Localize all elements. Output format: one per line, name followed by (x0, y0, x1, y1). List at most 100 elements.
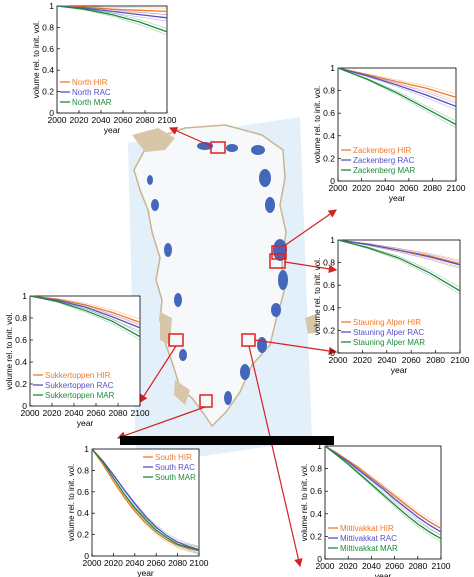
chart-mittivakkat: 2000 2020 2040 2060 2080 2100 0 0.2 0.4 0.6 0.8 1 ye… (300, 441, 451, 577)
chart-sukkertoppen: 2000 2020 2040 2060 2080 2100 0 0.2 0.4 0.6 0.8 1 ye… (5, 291, 150, 428)
legend-label: North HIR (72, 78, 108, 87)
x-tick-label: 2060 (147, 558, 166, 568)
y-tick-label: 0.8 (42, 22, 54, 32)
y-tick-label: 0.8 (310, 464, 322, 474)
x-tick-label: 2080 (109, 408, 128, 418)
x-tick-label: 2100 (131, 408, 150, 418)
series-line-rac (91, 448, 200, 551)
x-tick-label: 2080 (136, 115, 155, 125)
y-tick-label: 0 (330, 348, 335, 358)
x-tick-label: 2020 (43, 408, 62, 418)
plot-area (324, 445, 442, 560)
x-tick-label: 2040 (376, 183, 395, 193)
x-tick-label: 2100 (447, 183, 466, 193)
y-tick-label: 0.2 (15, 379, 27, 389)
legend-label: Stauning Alper HIR (353, 318, 421, 327)
x-tick-label: 2020 (70, 115, 89, 125)
x-tick-label: 2100 (432, 561, 451, 571)
legend-label: Stauning Alper MAR (353, 338, 425, 347)
mittivakkat-side-arrow (254, 339, 338, 356)
chart-north: 2000 2020 2040 2060 2080 2100 0 0.2 0.4 0.6 0.8 1 ye… (32, 1, 177, 135)
south-region-box (199, 394, 213, 408)
legend-label: Mittivakkat HIR (340, 524, 394, 533)
x-tick-label: 2040 (125, 558, 144, 568)
x-tick-label: 2060 (402, 355, 421, 365)
y-tick-label: 0.6 (310, 486, 322, 496)
legend-label: South RAC (155, 463, 195, 472)
y-tick-label: 0 (49, 108, 54, 118)
sukkertoppen-arrow (139, 345, 177, 404)
legend-label: South MAR (155, 473, 196, 482)
y-tick-label: 0.4 (310, 509, 322, 519)
legend-label: North MAR (72, 98, 112, 107)
y-axis-label: volume rel. to init. vol. (300, 464, 309, 541)
chart-zackenberg: 2000 2020 2040 2060 2080 2100 0 0.2 0.4 0.6 0.8 1 ye… (313, 63, 466, 203)
legend-label: Zackenberg MAR (353, 166, 415, 175)
region-boxes (168, 141, 287, 408)
legend-label: Sukkertoppen MAR (45, 391, 115, 400)
x-tick-label: 2080 (426, 355, 445, 365)
region-arrows (116, 127, 338, 568)
north-arrow (168, 127, 212, 147)
legend-label: Mittivakkat MAR (340, 544, 398, 553)
plot-area (29, 295, 141, 407)
legend-label: Zackenberg RAC (353, 156, 415, 165)
x-tick-label: 2000 (316, 561, 335, 571)
stauning-arrow (284, 261, 338, 274)
y-tick-label: 0.2 (323, 325, 335, 335)
legend-label: Mittivakkat RAC (340, 534, 397, 543)
x-tick-label: 2060 (385, 561, 404, 571)
legend-label: Sukkertoppen HIR (45, 371, 111, 380)
x-axis-label: year (104, 125, 121, 135)
y-tick-label: 0.8 (77, 465, 89, 475)
y-tick-label: 0.6 (323, 280, 335, 290)
y-tick-label: 1 (317, 441, 322, 451)
x-tick-label: 2100 (190, 558, 209, 568)
y-tick-label: 0.6 (42, 44, 54, 54)
zackenberg-arrow (283, 209, 337, 247)
y-tick-label: 0.2 (42, 87, 54, 97)
y-tick-label: 0.2 (77, 530, 89, 540)
x-tick-label: 2000 (21, 408, 40, 418)
x-tick-label: 2080 (408, 561, 427, 571)
x-tick-label: 2040 (92, 115, 111, 125)
series-line-mar (56, 5, 168, 33)
series-line-mar (91, 448, 200, 552)
y-axis-label: volume rel. to init. vol. (5, 312, 14, 389)
y-tick-label: 0.6 (323, 108, 335, 118)
legend-label: South HIR (155, 453, 192, 462)
zackenberg-region-box (271, 245, 287, 260)
y-axis-label: volume rel. to init. vol. (313, 258, 322, 335)
y-axis-label: volume rel. to init. vol. (32, 21, 41, 98)
series-line-mar (337, 239, 461, 292)
y-tick-label: 0.8 (15, 313, 27, 323)
legend-label: North RAC (72, 88, 111, 97)
y-tick-label: 0.4 (323, 131, 335, 141)
x-tick-label: 2020 (104, 558, 123, 568)
series-line-mar (337, 67, 457, 126)
y-tick-label: 0 (330, 176, 335, 186)
y-tick-label: 0.8 (323, 258, 335, 268)
x-tick-label: 2060 (114, 115, 133, 125)
x-axis-label: year (391, 365, 408, 375)
x-tick-label: 2060 (399, 183, 418, 193)
series-line-rac (337, 239, 461, 266)
x-tick-label: 2080 (423, 183, 442, 193)
x-axis-label: year (389, 193, 406, 203)
y-tick-label: 0.6 (15, 335, 27, 345)
x-tick-label: 2040 (377, 355, 396, 365)
x-tick-label: 2040 (65, 408, 84, 418)
series-line-mar (324, 445, 442, 540)
y-tick-label: 1 (49, 1, 54, 11)
legend-label: Sukkertoppen RAC (45, 381, 114, 390)
x-tick-label: 2100 (158, 115, 177, 125)
legend-label: Zackenberg HIR (353, 146, 411, 155)
series-line-mar (29, 295, 141, 338)
y-tick-label: 0.2 (323, 153, 335, 163)
x-tick-label: 2020 (339, 561, 358, 571)
south-arrow (116, 406, 206, 440)
stauning-region-box (269, 253, 286, 269)
greenland-landmass (133, 124, 287, 428)
chart-stauning: 2000 2020 2040 2060 2080 2100 0 0.2 0.4 0.6 0.8 1 ye… (313, 235, 470, 375)
